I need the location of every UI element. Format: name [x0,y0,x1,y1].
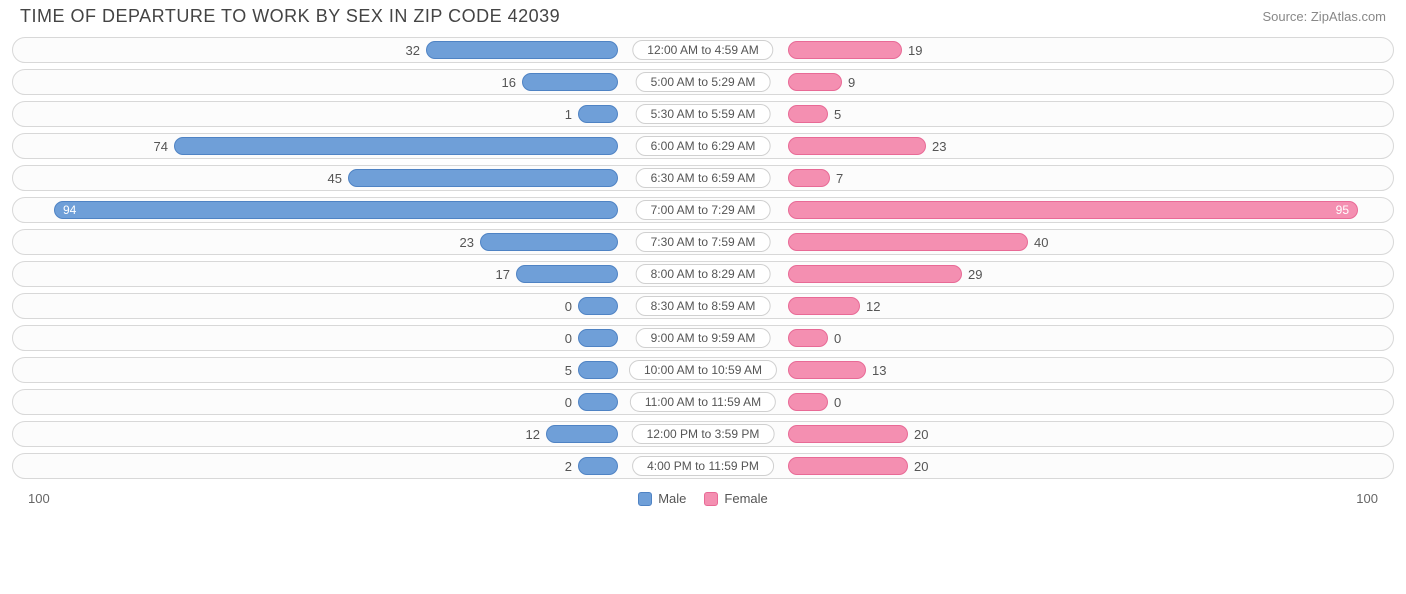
value-female: 12 [866,297,880,315]
chart-row: 5:00 AM to 5:29 AM 16 9 [12,69,1394,95]
chart-row: 7:30 AM to 7:59 AM 23 40 [12,229,1394,255]
chart-title: TIME OF DEPARTURE TO WORK BY SEX IN ZIP … [20,6,560,27]
value-female: 20 [914,425,928,443]
value-male: 16 [502,73,516,91]
bar-female [788,393,828,411]
bar-male [522,73,618,91]
legend-label-male: Male [658,491,686,506]
bar-female [788,73,842,91]
bar-female [788,41,902,59]
value-male: 23 [460,233,474,251]
value-male: 0 [565,329,572,347]
bar-male [516,265,618,283]
chart-footer: 100 Male Female 100 [0,485,1406,506]
axis-left-max: 100 [28,491,50,506]
row-category-label: 12:00 PM to 3:59 PM [632,424,775,444]
value-male: 45 [328,169,342,187]
value-female: 23 [932,137,946,155]
bar-female [788,361,866,379]
value-male: 74 [154,137,168,155]
bar-male [578,297,618,315]
chart-row: 5:30 AM to 5:59 AM 1 5 [12,101,1394,127]
legend-label-female: Female [724,491,767,506]
chart-row: 6:30 AM to 6:59 AM 45 7 [12,165,1394,191]
row-category-label: 9:00 AM to 9:59 AM [636,328,771,348]
row-category-label: 6:00 AM to 6:29 AM [636,136,771,156]
value-male: 0 [565,393,572,411]
bar-male [578,393,618,411]
value-male: 2 [565,457,572,475]
bar-male: 94 [54,201,618,219]
value-male: 0 [565,297,572,315]
bar-male [174,137,618,155]
chart-header: TIME OF DEPARTURE TO WORK BY SEX IN ZIP … [0,0,1406,37]
bar-female [788,329,828,347]
bar-male [480,233,618,251]
row-category-label: 4:00 PM to 11:59 PM [632,456,774,476]
legend: Male Female [638,491,768,506]
row-category-label: 5:00 AM to 5:29 AM [636,72,771,92]
row-category-label: 10:00 AM to 10:59 AM [629,360,777,380]
value-female: 95 [1328,203,1357,217]
chart-row: 6:00 AM to 6:29 AM 74 23 [12,133,1394,159]
row-category-label: 11:00 AM to 11:59 AM [630,392,776,412]
chart-row: 11:00 AM to 11:59 AM 0 0 [12,389,1394,415]
bar-female [788,457,908,475]
row-category-label: 7:30 AM to 7:59 AM [636,232,771,252]
bar-male [348,169,618,187]
bar-male [426,41,618,59]
legend-item-female: Female [704,491,767,506]
bar-female [788,297,860,315]
row-category-label: 8:00 AM to 8:29 AM [636,264,771,284]
value-female: 5 [834,105,841,123]
chart-row: 12:00 PM to 3:59 PM 12 20 [12,421,1394,447]
row-category-label: 7:00 AM to 7:29 AM [636,200,771,220]
bar-female [788,169,830,187]
value-male: 12 [526,425,540,443]
value-female: 9 [848,73,855,91]
axis-right-max: 100 [1356,491,1378,506]
bar-female [788,233,1028,251]
value-female: 40 [1034,233,1048,251]
value-female: 20 [914,457,928,475]
bar-male [578,361,618,379]
legend-item-male: Male [638,491,686,506]
row-category-label: 5:30 AM to 5:59 AM [636,104,771,124]
value-male: 1 [565,105,572,123]
value-male: 5 [565,361,572,379]
chart-row: 8:00 AM to 8:29 AM 17 29 [12,261,1394,287]
value-male: 32 [406,41,420,59]
bar-male [578,457,618,475]
chart-area: 12:00 AM to 4:59 AM32195:00 AM to 5:29 A… [0,37,1406,479]
chart-row: 10:00 AM to 10:59 AM 5 13 [12,357,1394,383]
legend-swatch-female [704,492,718,506]
chart-source: Source: ZipAtlas.com [1262,9,1386,24]
bar-female [788,105,828,123]
bar-male [546,425,618,443]
bar-male [578,329,618,347]
bar-female [788,137,926,155]
chart-row: 12:00 AM to 4:59 AM 32 19 [12,37,1394,63]
bar-female: 95 [788,201,1358,219]
row-category-label: 6:30 AM to 6:59 AM [636,168,771,188]
value-female: 0 [834,393,841,411]
chart-row: 7:00 AM to 7:29 AM 94 95 [12,197,1394,223]
value-male: 17 [496,265,510,283]
row-category-label: 8:30 AM to 8:59 AM [636,296,771,316]
chart-row: 4:00 PM to 11:59 PM 2 20 [12,453,1394,479]
chart-row: 9:00 AM to 9:59 AM 0 0 [12,325,1394,351]
chart-row: 8:30 AM to 8:59 AM 0 12 [12,293,1394,319]
value-female: 0 [834,329,841,347]
legend-swatch-male [638,492,652,506]
value-male: 94 [55,203,84,217]
value-female: 29 [968,265,982,283]
bar-female [788,425,908,443]
bar-male [578,105,618,123]
value-female: 13 [872,361,886,379]
value-female: 19 [908,41,922,59]
value-female: 7 [836,169,843,187]
bar-female [788,265,962,283]
row-category-label: 12:00 AM to 4:59 AM [632,40,773,60]
